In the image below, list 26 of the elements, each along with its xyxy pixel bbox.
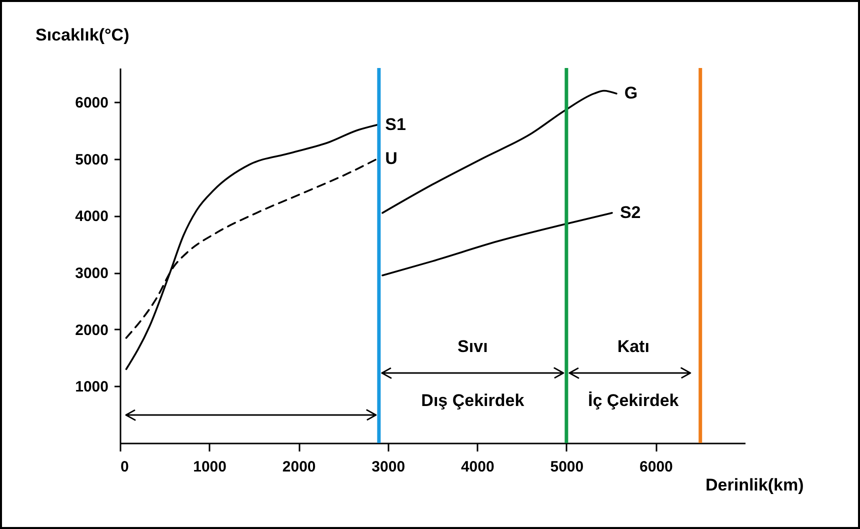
x-tick-label: 0 bbox=[120, 458, 129, 476]
x-tick-label: 2000 bbox=[282, 458, 316, 476]
y-tick-label: 3000 bbox=[75, 265, 108, 282]
x-tick-label: 4000 bbox=[460, 458, 494, 476]
line-series bbox=[125, 124, 378, 370]
series-label: S1 bbox=[385, 114, 406, 134]
annotation: Sıvı bbox=[458, 337, 488, 356]
series-label: U bbox=[385, 148, 398, 168]
x-tick-label: 6000 bbox=[640, 458, 673, 476]
x-tick-label: 5000 bbox=[550, 458, 584, 476]
y-axis-title: Sıcaklık(°C) bbox=[36, 26, 130, 44]
line-series bbox=[382, 212, 613, 276]
annotation: Katı bbox=[617, 337, 650, 356]
series-label: G bbox=[624, 84, 638, 103]
y-tick-label: 1000 bbox=[75, 378, 108, 396]
series-label: S2 bbox=[620, 202, 641, 222]
x-tick-label: 1000 bbox=[193, 458, 226, 476]
y-tick-label: 4000 bbox=[75, 208, 108, 226]
line-series bbox=[382, 90, 618, 214]
y-tick-label: 6000 bbox=[75, 94, 108, 112]
annotation: Dış Çekirdek bbox=[421, 391, 525, 410]
x-axis-title: Derinlik(km) bbox=[706, 476, 804, 494]
y-tick-label: 2000 bbox=[75, 322, 108, 339]
y-tick-label: 5000 bbox=[75, 151, 108, 168]
x-tick-label: 3000 bbox=[372, 458, 406, 476]
annotation: İç Çekirdek bbox=[588, 391, 680, 410]
